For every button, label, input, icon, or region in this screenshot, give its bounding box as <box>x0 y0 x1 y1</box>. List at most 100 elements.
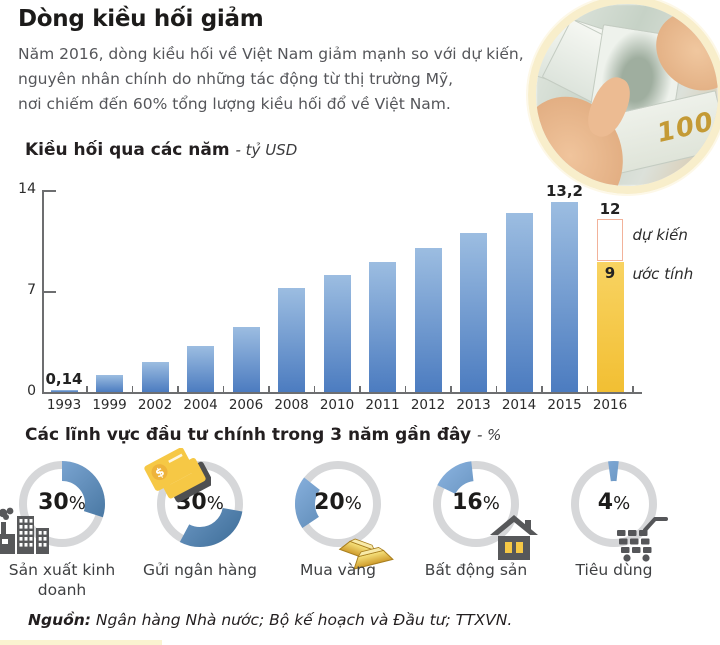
source-label: Nguồn: <box>28 611 91 629</box>
bar <box>369 262 396 392</box>
percent-sign: % <box>68 493 86 514</box>
y-tick-label: 14 <box>18 181 36 197</box>
x-tick-label: 2010 <box>319 397 355 413</box>
donut-ring-chart <box>295 461 381 547</box>
bank-cards-icon: $ <box>144 448 211 503</box>
intro-line-3: nơi chiếm đến 60% tổng lượng kiều hối đổ… <box>18 95 451 113</box>
donut-realestate: 16% Bất động sản <box>411 456 541 626</box>
donut-percent: 20% <box>273 490 403 515</box>
x-axis-tick <box>586 386 589 392</box>
donut-percent: 30% <box>0 490 127 515</box>
source-line: Nguồn: Ngân hàng Nhà nước; Bộ kế hoạch v… <box>28 611 512 629</box>
x-axis-tick <box>359 386 361 392</box>
donut-label: Gửi ngân hàng <box>143 561 257 579</box>
x-axis-tick <box>268 386 270 392</box>
donut-label: Tiêu dùng <box>575 561 653 579</box>
bar-value-label: 0,14 <box>45 369 83 388</box>
donut-label: Mua vàng <box>300 561 376 579</box>
bar-2016-forecast <box>596 218 623 262</box>
percent-value: 30 <box>38 490 69 515</box>
gold-bars-icon <box>338 538 394 570</box>
x-axis-tick <box>404 386 407 392</box>
house-icon <box>490 515 538 560</box>
x-tick-label: 2014 <box>501 397 537 413</box>
donut-gold: 20% Mua vàng <box>273 456 403 626</box>
donut-consumption: 4% Tiêu dùng <box>549 456 679 626</box>
donut-section-title: Các lĩnh vực đầu tư chính trong 3 năm gầ… <box>25 425 501 445</box>
bar-chart-title-text: Kiều hối qua các năm <box>25 140 230 160</box>
bar <box>278 288 305 392</box>
x-tick-label: 2002 <box>137 397 173 413</box>
donut-ring-chart <box>19 461 105 547</box>
intro-line-1: Năm 2016, dòng kiều hối về Việt Nam giảm… <box>18 45 524 63</box>
percent-sign: % <box>613 493 631 514</box>
x-axis-tick <box>177 386 179 392</box>
x-tick-label: 2004 <box>183 397 218 413</box>
bar <box>323 275 351 392</box>
donut-ring-chart <box>433 461 519 547</box>
x-tick-label: 2012 <box>410 397 446 413</box>
percent-sign: % <box>206 493 224 514</box>
bar-2016-estimate <box>596 262 624 392</box>
x-tick-label: 1993 <box>46 397 82 413</box>
x-tick-label: 2006 <box>228 397 264 413</box>
x-axis-tick <box>450 386 452 392</box>
cart-icon <box>617 517 668 562</box>
percent-value: 16 <box>452 490 483 515</box>
percent-value: 20 <box>314 490 345 515</box>
x-axis-tick <box>541 386 543 392</box>
bottom-decoration-strip <box>0 640 162 645</box>
x-tick-label: 2011 <box>365 397 400 413</box>
donut-percent: 4% <box>549 490 679 515</box>
donut-section-title-text: Các lĩnh vực đầu tư chính trong 3 năm gầ… <box>25 425 472 445</box>
intro-line-2: nguyên nhân chính do những tác động từ t… <box>18 70 454 88</box>
x-axis-tick <box>131 386 134 392</box>
percent-sign: % <box>344 493 362 514</box>
donut-ring-chart <box>571 461 657 547</box>
donut-production: 30% Sản xuất kinh doanh <box>0 456 127 626</box>
forecast-legend: dự kiến <box>632 226 688 244</box>
y-axis-tick <box>42 190 56 192</box>
intro-paragraph: Năm 2016, dòng kiều hối về Việt Nam giảm… <box>18 42 524 117</box>
donut-label: Bất động sản <box>424 561 528 579</box>
donut-bank: 30% $ Gửi ngân hàng <box>135 448 265 626</box>
bar <box>96 374 123 392</box>
donut-percent: 16% <box>411 490 541 515</box>
x-tick-label: 1999 <box>92 397 127 413</box>
x-tick-label: 2015 <box>547 397 582 413</box>
x-axis-tick <box>222 386 225 392</box>
x-tick-label: 2013 <box>456 397 491 413</box>
x-axis-tick <box>86 386 88 392</box>
bar <box>460 233 487 392</box>
bar <box>414 247 442 392</box>
donut-section-unit: - % <box>476 426 502 444</box>
percent-value: 4 <box>597 490 614 515</box>
x-axis-line <box>42 392 642 394</box>
estimate-legend: ước tính <box>632 265 694 283</box>
percent-sign: % <box>482 493 500 514</box>
money-photo: 100 <box>528 0 720 194</box>
donut-label: Sản xuất kinh doanh <box>8 561 116 599</box>
x-tick-label: 2016 <box>592 397 628 413</box>
x-axis-tick <box>495 386 498 392</box>
bar-value-label: 12 <box>599 199 621 218</box>
page-title: Dòng kiều hối giảm <box>18 6 264 32</box>
bar <box>141 361 169 392</box>
y-tick-label: 7 <box>27 282 36 298</box>
factory-icon <box>0 507 49 554</box>
bar-chart-unit: - tỷ USD <box>235 141 298 159</box>
bar-chart-title: Kiều hối qua các năm - tỷ USD <box>25 140 297 160</box>
x-axis-tick <box>632 386 634 392</box>
bar-value-label: 13,2 <box>545 181 583 200</box>
x-tick-label: 2008 <box>274 397 309 413</box>
x-axis-tick <box>313 386 316 392</box>
bar <box>505 213 533 392</box>
bar <box>232 327 260 392</box>
y-axis-tick <box>42 291 56 293</box>
bar-value-label: 9 <box>604 264 616 283</box>
y-tick-label: 0 <box>27 383 36 399</box>
bar <box>187 345 214 392</box>
bar <box>551 201 578 392</box>
source-text: Ngân hàng Nhà nước; Bộ kế hoạch và Đầu t… <box>90 611 513 629</box>
